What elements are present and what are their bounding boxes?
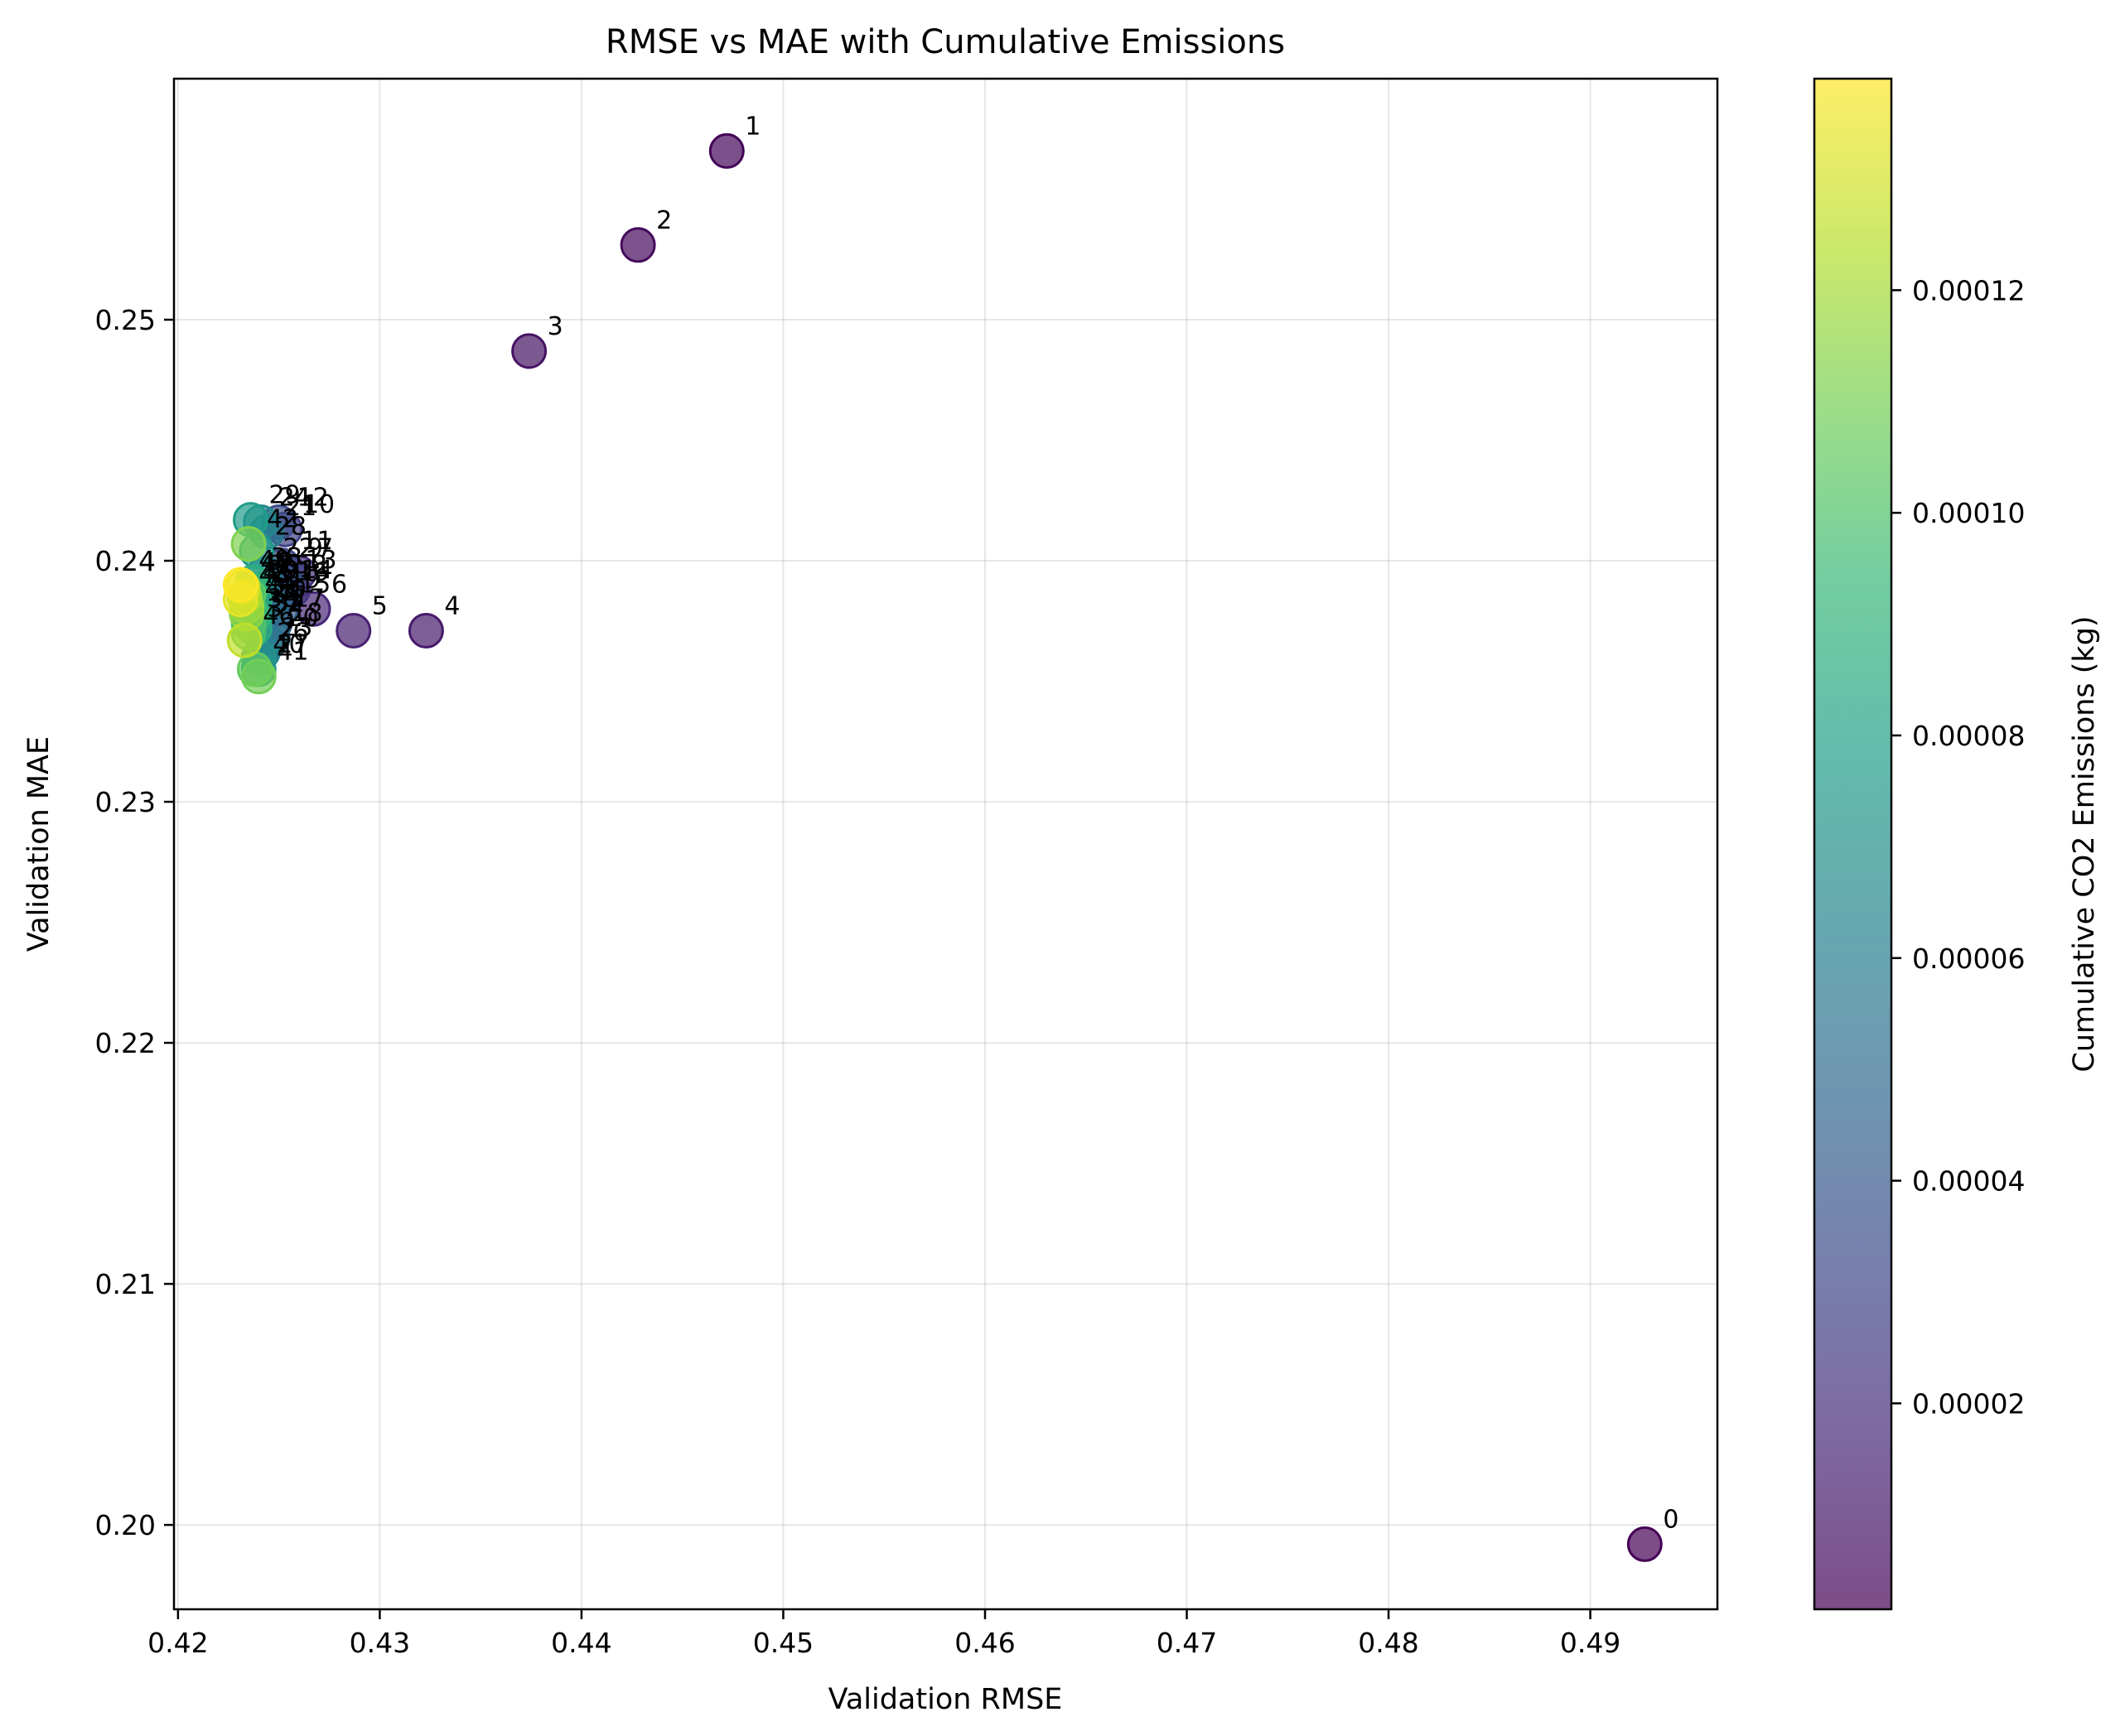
x-tick-label: 0.49	[1560, 1627, 1620, 1659]
colorbar-tick-label: 0.00008	[1912, 720, 2025, 752]
point-label: 6	[331, 570, 347, 599]
point-label: 39	[267, 556, 298, 585]
point-label: 18	[291, 599, 322, 628]
y-tick-label: 0.23	[95, 786, 156, 818]
point-label: 49	[258, 546, 290, 575]
point-label: 23	[281, 614, 312, 643]
scatter-point	[1626, 1526, 1663, 1562]
point-label: 34	[271, 580, 302, 609]
scatter-point	[240, 658, 277, 695]
point-label: 10	[303, 490, 335, 519]
x-tick-label: 0.47	[1157, 1627, 1217, 1659]
point-label: 35	[269, 551, 301, 580]
y-axis: 0.20 0.21 0.22 0.23 0.24 0.25	[95, 304, 174, 1541]
point-label: 27	[277, 630, 308, 659]
colorbar-tick-label: 0.00002	[1912, 1387, 2025, 1420]
scatter-point	[226, 622, 263, 658]
colorbar-label: Cumulative CO2 Emissions (kg)	[2068, 615, 2101, 1072]
point-label: 11	[302, 527, 333, 556]
y-tick-label: 0.25	[95, 304, 156, 336]
plot-frame	[172, 77, 1719, 1611]
point-label: 20	[287, 604, 318, 633]
point-label: 33	[271, 543, 302, 572]
point-label: 41	[277, 638, 308, 667]
scatter-point	[336, 612, 372, 649]
colorbar-tick-label: 0.00006	[1912, 943, 2025, 975]
point-label: 2	[656, 206, 672, 235]
point-label: 13	[305, 546, 336, 575]
point-label: 37	[267, 594, 298, 623]
point-label: 32	[273, 590, 304, 619]
x-tick-label: 0.46	[954, 1627, 1015, 1659]
point-label: 16	[297, 558, 329, 587]
chart-title: RMSE vs MAE with Cumulative Emissions	[606, 23, 1285, 61]
point-label: 1	[745, 112, 761, 141]
point-label: 31	[273, 561, 304, 590]
x-tick-label: 0.42	[147, 1627, 208, 1659]
point-label: 17	[293, 585, 325, 614]
scatter-point	[511, 333, 548, 369]
x-tick-label: 0.48	[1358, 1627, 1418, 1659]
scatter-point	[620, 227, 656, 263]
point-label: 48	[258, 561, 290, 590]
point-label: 0	[1663, 1505, 1678, 1534]
point-label: 14	[302, 556, 333, 585]
x-tick-label: 0.45	[753, 1627, 814, 1659]
point-label: 44	[265, 567, 297, 596]
point-label: 25	[279, 551, 311, 580]
point-label: 9	[307, 534, 323, 563]
y-axis-label: Validation MAE	[22, 736, 56, 952]
point-label: 3	[548, 312, 563, 341]
point-label: 28	[275, 512, 307, 541]
point-labels-layer: 0123456789101112131415161718192021222324…	[258, 112, 1678, 1534]
y-tick-label: 0.24	[95, 545, 156, 577]
point-label: 15	[299, 570, 331, 599]
point-label: 8	[312, 551, 327, 580]
point-label: 5	[372, 591, 388, 620]
point-label: 24	[279, 483, 311, 512]
grid-lines	[174, 79, 1717, 1609]
x-axis-label: Validation RMSE	[828, 1683, 1063, 1716]
y-tick-label: 0.20	[95, 1509, 156, 1541]
x-tick-label: 0.43	[350, 1627, 410, 1659]
x-tick-label: 0.44	[551, 1627, 611, 1659]
colorbar-tick-label: 0.00004	[1912, 1165, 2025, 1198]
scatter-point	[222, 567, 258, 603]
y-tick-label: 0.22	[95, 1027, 156, 1059]
point-label: 22	[283, 534, 315, 563]
colorbar-frame	[1813, 77, 1893, 1611]
point-label: 40	[273, 630, 304, 659]
scatter-point	[408, 612, 444, 649]
point-label: 12	[297, 483, 329, 512]
point-label: 42	[267, 505, 298, 534]
points-layer	[222, 133, 1663, 1562]
point-label: 4	[444, 591, 460, 620]
point-label: 29	[269, 481, 301, 510]
point-label: 7	[317, 534, 333, 563]
scatter-point	[230, 526, 267, 562]
colorbar-gradient	[1814, 79, 1891, 1609]
colorbar-tick-label: 0.00010	[1912, 497, 2025, 529]
point-label: 36	[269, 572, 301, 601]
y-tick-label: 0.21	[95, 1268, 156, 1300]
point-label: 30	[275, 575, 307, 604]
colorbar-ticks: 0.00002 0.00004 0.00006 0.00008 0.00010 0.000…	[1891, 274, 2025, 1420]
colorbar-tick-label: 0.00012	[1912, 274, 2025, 306]
point-label: 38	[267, 585, 298, 614]
point-label: 45	[263, 558, 294, 587]
point-label: 47	[261, 548, 292, 577]
scatter-point	[708, 133, 745, 169]
x-axis: 0.42 0.43 0.44 0.45 0.46 0.47 0.48 0.49	[147, 1609, 1620, 1659]
point-label: 26	[277, 618, 308, 647]
point-label: 21	[285, 493, 316, 522]
point-label: 46	[263, 601, 294, 630]
colorbar: 0.00002 0.00004 0.00006 0.00008 0.00010 0.000…	[1813, 77, 2101, 1611]
point-label: 19	[289, 565, 321, 594]
point-label: 43	[265, 575, 297, 604]
